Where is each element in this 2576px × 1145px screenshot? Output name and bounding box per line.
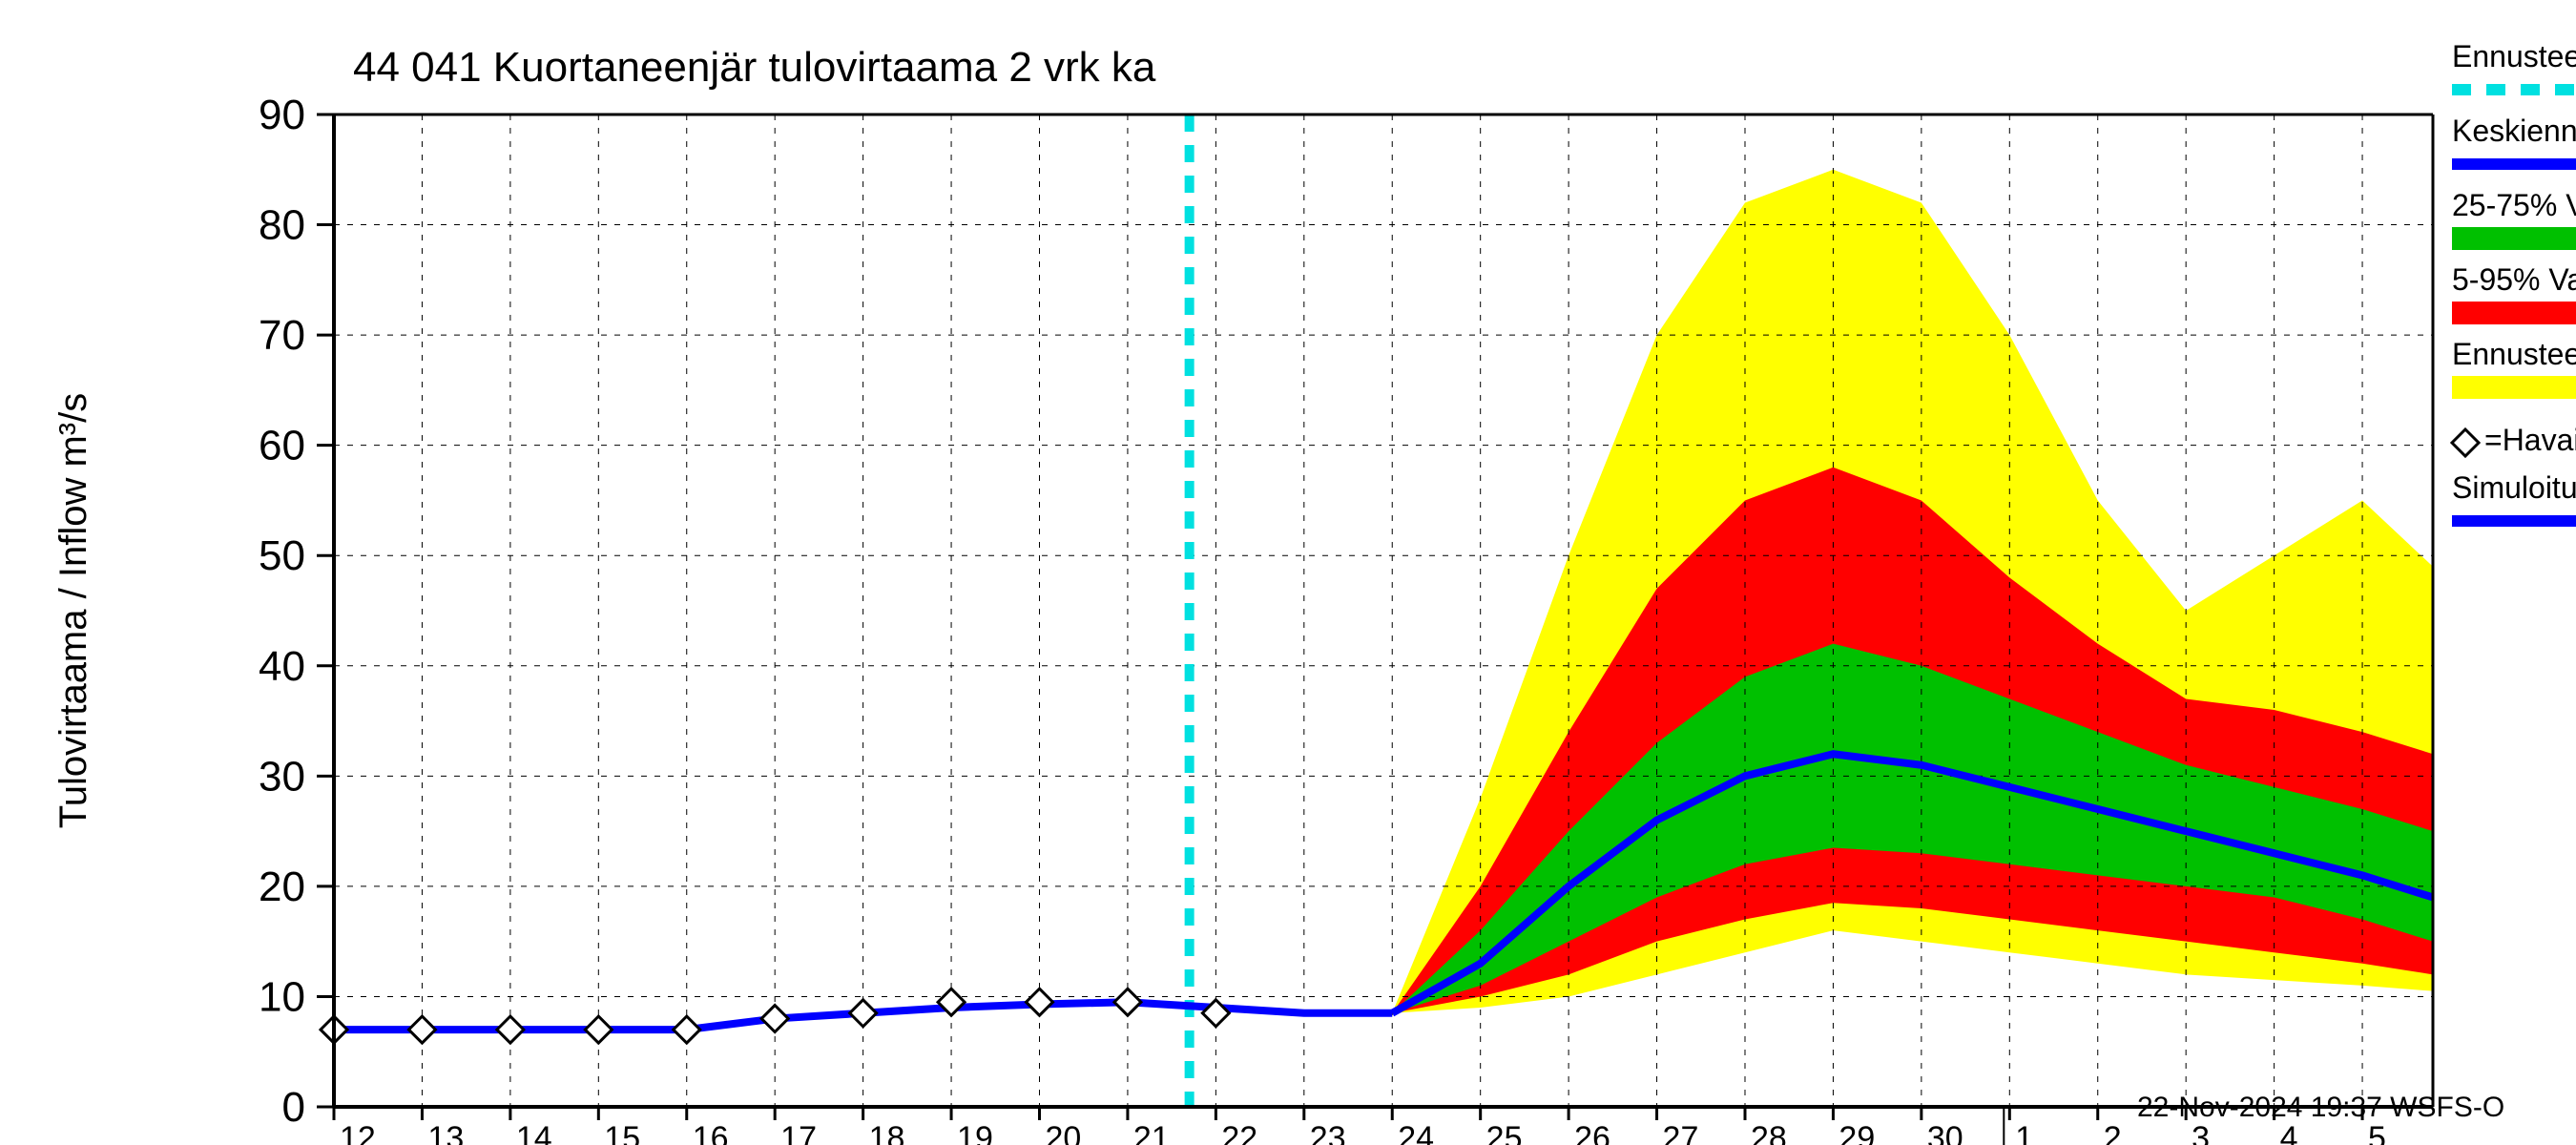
xtick-label: 28 (1751, 1120, 1787, 1145)
xtick-label: 20 (1045, 1120, 1081, 1145)
xtick-label: 14 (516, 1120, 552, 1145)
xtick-label: 30 (1927, 1120, 1963, 1145)
ytick-label: 70 (259, 312, 305, 359)
legend-label: Ennusteen vaihteluväli (2452, 337, 2576, 371)
legend-swatch-25-75 (2452, 227, 2576, 250)
xtick-label: 23 (1310, 1120, 1346, 1145)
ytick-label: 20 (259, 864, 305, 910)
xtick-label: 29 (1839, 1120, 1875, 1145)
xtick-label: 16 (693, 1120, 729, 1145)
xtick-label: 18 (869, 1120, 905, 1145)
legend-label-observed: =Havaittu (2484, 423, 2576, 457)
xtick-label: 3 (2192, 1120, 2210, 1145)
legend-label: Keskiennuste (2452, 114, 2576, 148)
chart-title: 44 041 Kuortaneenjär tulovirtaama 2 vrk … (353, 44, 1156, 91)
xtick-label: 4 (2280, 1120, 2298, 1145)
ytick-label: 50 (259, 532, 305, 579)
ytick-label: 80 (259, 202, 305, 249)
xtick-label: 13 (427, 1120, 464, 1145)
legend-label: 5-95% Vaihteluväli (2452, 262, 2576, 297)
inflow-chart: 0102030405060708090121314151617181920212… (0, 0, 2576, 1145)
chart-container: 0102030405060708090121314151617181920212… (0, 0, 2576, 1145)
xtick-label: 21 (1133, 1120, 1170, 1145)
ytick-label: 40 (259, 643, 305, 690)
xtick-label: 22 (1221, 1120, 1257, 1145)
ytick-label: 30 (259, 753, 305, 800)
xtick-label: 19 (957, 1120, 993, 1145)
xtick-label: 27 (1663, 1120, 1699, 1145)
xtick-label: 17 (780, 1120, 817, 1145)
footer-timestamp: 22-Nov-2024 19:37 WSFS-O (2137, 1092, 2504, 1123)
legend-swatch-full (2452, 376, 2576, 399)
xtick-label: 25 (1486, 1120, 1523, 1145)
xtick-label: 26 (1574, 1120, 1610, 1145)
xtick-label: 2 (2104, 1120, 2122, 1145)
ytick-label: 90 (259, 92, 305, 138)
legend-label: 25-75% Vaihteluväli (2452, 188, 2576, 222)
xtick-label: 5 (2368, 1120, 2386, 1145)
y-axis-label: Tulovirtaama / Inflow m³/s (52, 393, 94, 828)
xtick-label: 24 (1398, 1120, 1434, 1145)
ytick-label: 0 (282, 1084, 305, 1131)
ytick-label: 10 (259, 973, 305, 1020)
xtick-label: 12 (340, 1120, 376, 1145)
legend-swatch-5-95 (2452, 302, 2576, 324)
xtick-label: 15 (604, 1120, 640, 1145)
xtick-label: 1 (2015, 1120, 2033, 1145)
ytick-label: 60 (259, 423, 305, 469)
legend-label: Ennusteen alku (2452, 39, 2576, 73)
legend-label-sim: Simuloitu historia (2452, 470, 2576, 505)
